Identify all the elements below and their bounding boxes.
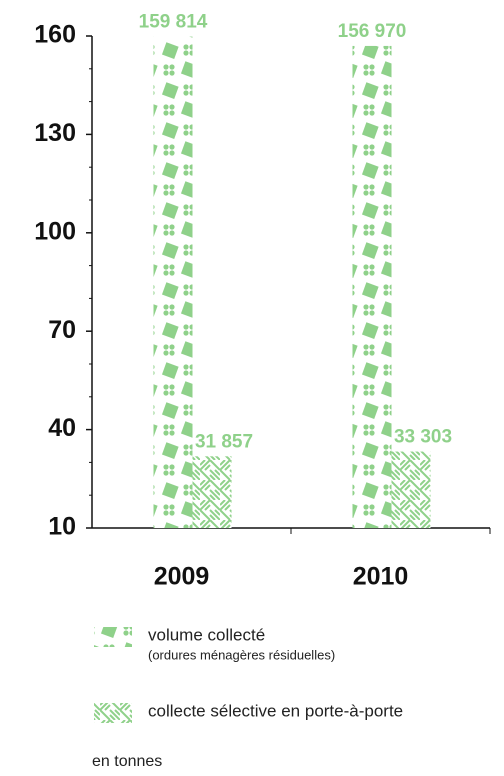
y-tick-label: 130 [34,119,76,147]
x-tick-label: 2010 [353,563,409,591]
bar [192,456,232,528]
value-label: 159 814 [139,12,208,33]
legend-note: (ordures ménagères résiduelles) [148,647,335,662]
bar [153,36,193,529]
legend-swatch [94,703,132,723]
x-tick-label: 2009 [154,563,210,591]
legend-swatch [94,627,132,647]
y-tick-label: 10 [48,513,76,541]
y-tick-label: 100 [34,217,76,245]
value-label: 156 970 [338,21,407,42]
legend-label: volume collecté [148,625,265,644]
y-tick-label: 40 [48,414,76,442]
bar [391,451,431,528]
legend-label: collecte sélective en porte-à-porte [148,701,403,720]
y-tick-label: 70 [48,316,76,344]
bar [352,45,392,528]
value-label: 31 857 [195,431,253,452]
y-tick-label: 160 [34,21,76,49]
unit-note: en tonnes [92,753,162,770]
value-label: 33 303 [394,427,452,448]
